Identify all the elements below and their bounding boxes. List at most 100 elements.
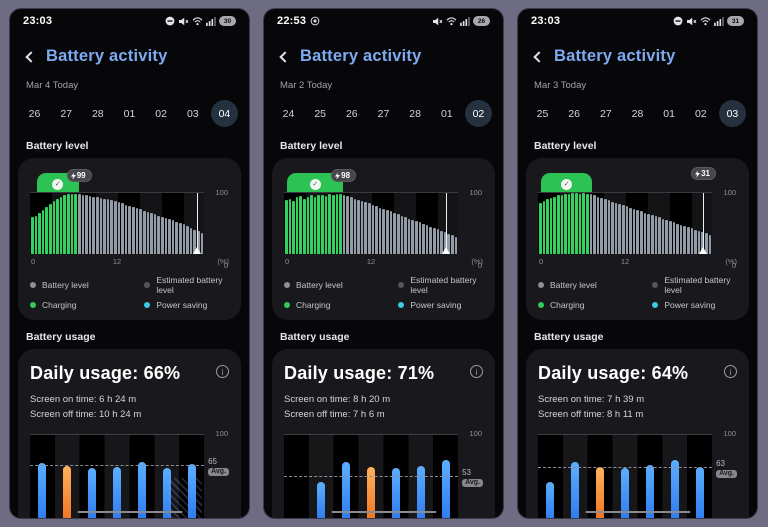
battery-level-bar [74, 193, 77, 254]
usage-bar [441, 459, 450, 518]
battery-level-bar [400, 215, 404, 254]
date-item-03[interactable]: 03 [718, 100, 746, 127]
battery-level-bar [658, 217, 661, 254]
usage-day-column [129, 435, 154, 518]
signal-icon [206, 16, 216, 26]
usage-y-max: 100 [469, 429, 482, 439]
battery-level-bar [396, 214, 400, 254]
battery-level-bar [567, 193, 571, 254]
legend-item: Battery level [284, 275, 398, 295]
date-item-01[interactable]: 01 [123, 107, 136, 120]
y-axis-max: 100 [215, 188, 228, 197]
charge-badge-value: 99 [76, 171, 86, 180]
legend-dot [284, 282, 290, 288]
x-tick-12: 12 [366, 257, 376, 266]
battery-level-bars [30, 193, 204, 254]
date-item-01[interactable]: 01 [663, 107, 675, 120]
weekly-usage-chart [30, 434, 204, 518]
average-line [538, 467, 712, 468]
x-axis: 0 12 (%) [284, 254, 483, 267]
battery-level-bar [611, 201, 614, 254]
date-item-01[interactable]: 01 [440, 107, 453, 120]
date-item-02[interactable]: 02 [155, 107, 167, 120]
battery-level-card: ✓ 31 100 0 0 12 (%) Battery level Es [526, 158, 749, 320]
date-item-27[interactable]: 27 [599, 107, 612, 120]
date-item-28[interactable]: 28 [409, 107, 421, 120]
page-title: Battery activity [554, 47, 676, 65]
battery-level-bar [157, 215, 160, 254]
battery-level-bar [178, 222, 182, 254]
battery-usage-card: Daily usage: 66% i Screen on time: 6 h 2… [18, 349, 241, 518]
legend-dot [398, 302, 405, 308]
date-item-26[interactable]: 26 [345, 107, 358, 120]
battery-level-bar [153, 214, 157, 254]
battery-level-bar [295, 197, 299, 254]
average-value: 63 [716, 458, 725, 468]
date-item-03[interactable]: 03 [186, 107, 199, 120]
battery-level-bar [303, 198, 306, 254]
usage-bar [113, 466, 121, 518]
phone-screenshot: 22:53 26 [263, 8, 504, 519]
dnd-icon [673, 16, 683, 26]
date-item-04[interactable]: 04 [210, 100, 238, 127]
battery-level-bar [708, 235, 712, 254]
battery-level-bar [422, 223, 425, 254]
x-tick-0: 0 [31, 257, 36, 266]
info-icon[interactable]: i [470, 365, 483, 378]
usage-day-column [563, 435, 588, 518]
battery-level-chart [538, 192, 712, 254]
battery-level-bar [560, 194, 564, 254]
date-item-28[interactable]: 28 [91, 107, 104, 120]
date-item-27[interactable]: 27 [60, 107, 72, 120]
legend-item: Battery level [30, 275, 144, 295]
horizontal-scrollbar[interactable] [331, 510, 436, 513]
battery-level-bar [168, 219, 171, 254]
battery-usage-section-label: Battery usage [26, 331, 96, 343]
legend-item: Power saving [144, 300, 229, 310]
date-item-24[interactable]: 24 [282, 107, 295, 120]
average-badge: Avg. [462, 478, 483, 487]
battery-level-bar [200, 232, 204, 254]
battery-usage-section-label: Battery usage [534, 331, 604, 343]
date-item-25[interactable]: 25 [536, 107, 549, 120]
battery-level-bar [339, 194, 342, 254]
bolt-icon [695, 170, 701, 177]
battery-level-bar [575, 193, 578, 254]
battery-level-bar [121, 203, 124, 254]
info-icon[interactable]: i [724, 365, 737, 378]
date-item-02[interactable]: 02 [694, 107, 707, 120]
battery-level-bar [432, 227, 436, 254]
date-item-28[interactable]: 28 [631, 107, 644, 120]
horizontal-scrollbar[interactable] [585, 510, 690, 513]
battery-level-bar [328, 194, 331, 254]
back-button[interactable] [533, 50, 545, 63]
battery-icon: 30 [219, 16, 236, 26]
usage-bar [187, 464, 196, 518]
back-button[interactable] [279, 50, 291, 63]
y-axis-min: 0 [223, 261, 228, 270]
horizontal-scrollbar[interactable] [77, 510, 182, 513]
info-icon[interactable]: i [216, 365, 229, 378]
date-item-25[interactable]: 25 [314, 107, 326, 120]
battery-level-bar [106, 199, 110, 254]
battery-level-bar [614, 202, 618, 254]
bolt-icon [70, 172, 76, 179]
battery-level-bar [175, 221, 178, 254]
battery-level-bar [686, 227, 690, 254]
battery-level-bar [164, 218, 168, 254]
average-labels: 53 Avg. [462, 468, 483, 487]
signal-icon [460, 16, 470, 26]
date-item-26[interactable]: 26 [568, 107, 580, 120]
battery-icon: 31 [727, 16, 744, 26]
legend-dot [30, 282, 36, 288]
battery-level-bar [382, 208, 386, 254]
date-item-27[interactable]: 27 [377, 107, 390, 120]
battery-icon: 26 [473, 16, 490, 26]
date-item-26[interactable]: 26 [28, 107, 41, 120]
back-button[interactable] [25, 50, 37, 63]
time-marker [193, 193, 202, 254]
battery-level-bar [364, 202, 368, 254]
bolt-icon [335, 172, 341, 179]
battery-level-bar [665, 219, 668, 254]
date-item-02[interactable]: 02 [464, 100, 492, 127]
